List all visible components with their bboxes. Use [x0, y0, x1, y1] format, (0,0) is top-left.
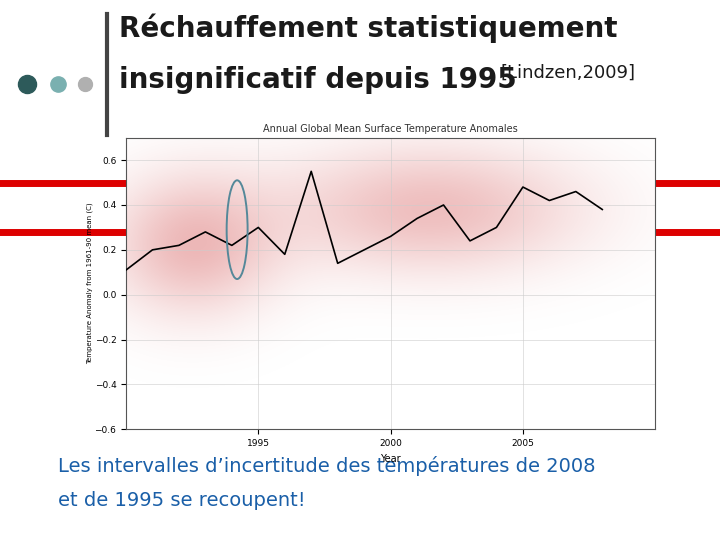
Text: [Lindzen,2009]: [Lindzen,2009] — [500, 64, 635, 82]
Y-axis label: Temperature Anomaly from 1961-90 mean (C): Temperature Anomaly from 1961-90 mean (C… — [86, 202, 93, 364]
Text: Réchauffement statistiquement: Réchauffement statistiquement — [119, 14, 617, 43]
X-axis label: Year: Year — [380, 454, 401, 463]
Text: et de 1995 se recoupent!: et de 1995 se recoupent! — [58, 491, 305, 510]
Text: insignificatif depuis 1995: insignificatif depuis 1995 — [119, 66, 516, 94]
Text: Les intervalles d’incertitude des températures de 2008: Les intervalles d’incertitude des tempér… — [58, 456, 595, 476]
Title: Annual Global Mean Surface Temperature Anomales: Annual Global Mean Surface Temperature A… — [264, 124, 518, 134]
